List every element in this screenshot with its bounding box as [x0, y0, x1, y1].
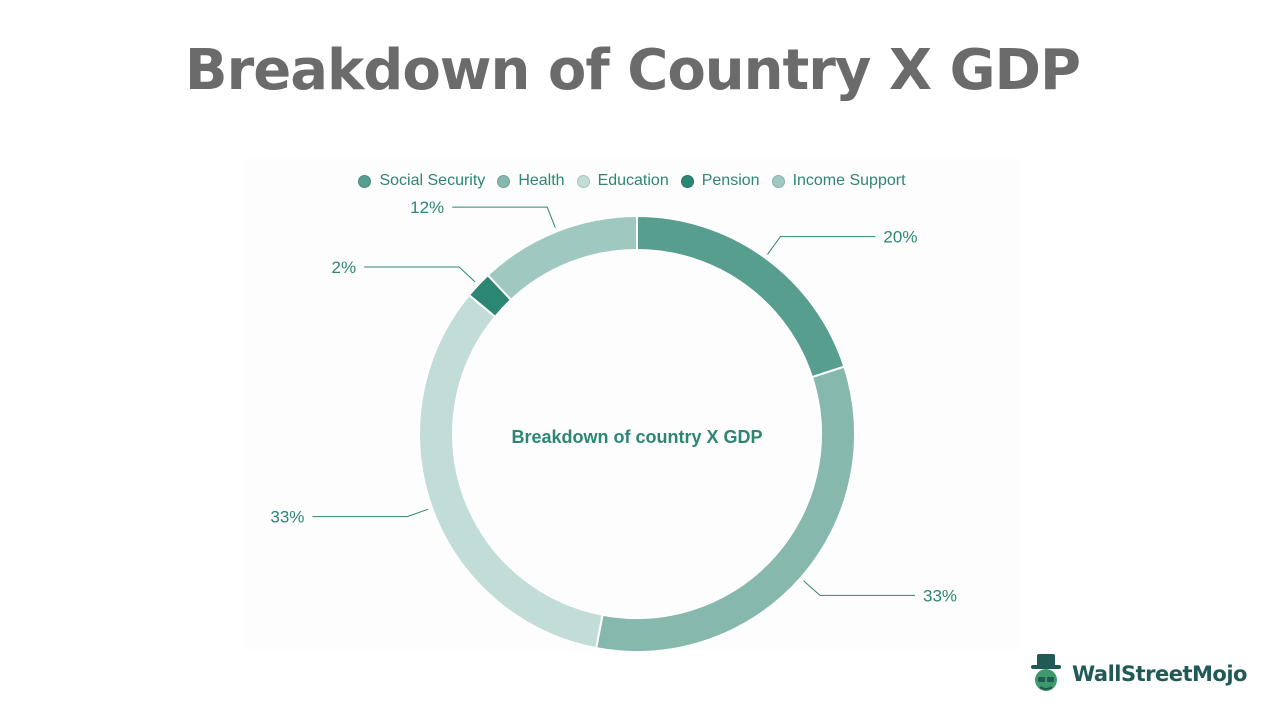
- donut-slices: [418, 214, 856, 653]
- leader-line: [364, 266, 476, 283]
- legend-item-pension[interactable]: Pension: [680, 172, 760, 190]
- legend-label: Social Security: [379, 172, 486, 189]
- leader-line: [312, 508, 429, 518]
- slice-labels: 20% 33% 33% 2% 12%: [270, 198, 957, 605]
- page-title: Breakdown of Country X GDP: [184, 38, 1081, 103]
- leader-line: [767, 236, 876, 255]
- legend-label: Pension: [701, 172, 760, 189]
- donut-center-label: Breakdown of country X GDP: [511, 427, 762, 447]
- donut-slice-income-support[interactable]: [486, 214, 638, 302]
- slice-value-label: 33%: [270, 508, 304, 527]
- leader-lines: [312, 206, 916, 596]
- legend-swatch: [497, 174, 511, 188]
- leader-line: [452, 206, 556, 228]
- legend-item-income-support[interactable]: Income Support: [771, 172, 906, 190]
- leader-line: [803, 580, 916, 596]
- slice-value-label: 12%: [410, 198, 444, 217]
- wallstreetmojo-logo: WallStreetMojo: [1026, 652, 1247, 696]
- logo-text: WallStreetMojo: [1072, 662, 1247, 686]
- donut-slice-social-security[interactable]: [636, 214, 846, 379]
- legend-item-education[interactable]: Education: [576, 172, 669, 190]
- legend-label: Education: [597, 172, 669, 189]
- slice-value-label: 20%: [883, 228, 917, 247]
- chart-legend: Social Security Health Education Pension…: [244, 172, 1020, 190]
- donut-slice-health[interactable]: [594, 365, 856, 653]
- legend-swatch: [576, 174, 590, 188]
- legend-swatch: [358, 174, 372, 188]
- donut-slice-education[interactable]: [418, 293, 604, 650]
- legend-label: Health: [518, 172, 565, 189]
- legend-swatch: [771, 174, 785, 188]
- slice-value-label: 33%: [923, 586, 957, 605]
- legend-item-health[interactable]: Health: [497, 172, 565, 190]
- slice-value-label: 2%: [332, 258, 357, 277]
- mascot-icon: [1031, 654, 1061, 691]
- legend-label: Income Support: [792, 172, 906, 189]
- legend-item-social-security[interactable]: Social Security: [358, 172, 485, 190]
- legend-swatch: [680, 174, 694, 188]
